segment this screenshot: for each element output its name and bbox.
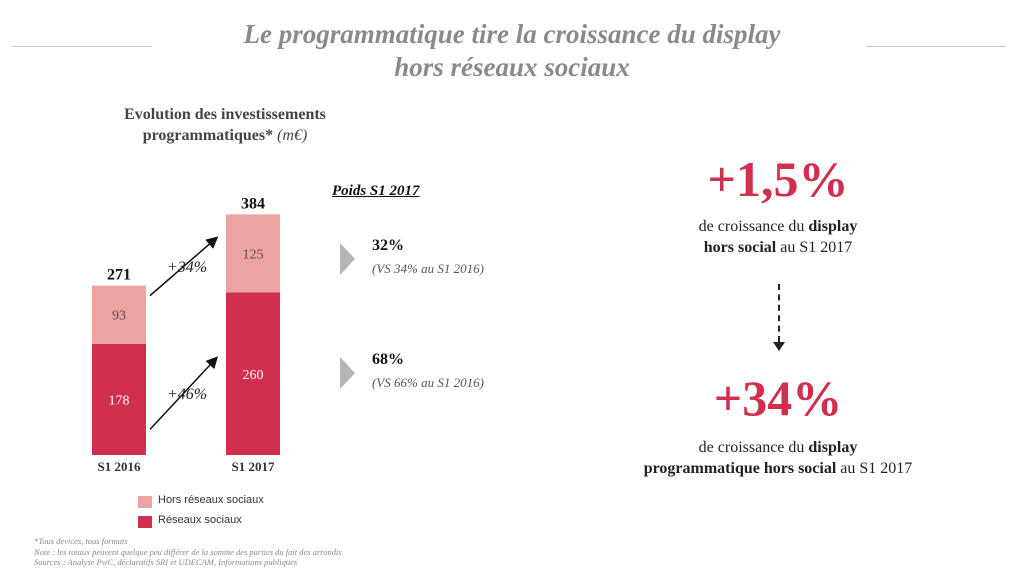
category-label: S1 2017 [232,459,275,474]
data-label: 93 [112,309,126,324]
title-rule-right [866,46,1006,47]
growth-label: +46% [167,386,207,403]
kpi-programmatic-growth: +34% [713,370,843,426]
poids-header: Poids S1 2017 [332,183,420,199]
triangle-icon [340,357,355,389]
kpi-desc-post: au S1 2017 [836,460,913,477]
kpi-desc-pre: de croissance du [698,218,809,235]
dashed-arrow-line [778,284,780,342]
triangle-icon [340,243,355,275]
share-pct: 68% [372,351,404,368]
footnotes: *Tous devices, tous formats Note : les t… [34,536,342,568]
page-title-line2: hors réseaux sociaux [394,52,630,82]
page-title-line1: Le programmatique tire la croissance du … [243,19,781,49]
growth-label: +34% [167,259,207,276]
total-label: 271 [107,267,131,284]
total-label: 384 [241,195,265,212]
kpi-desc-pre: de croissance du [698,439,809,456]
legend-swatch [138,496,152,508]
growth-arrow [149,236,219,297]
data-label: 260 [243,368,264,383]
footnote-line: Sources : Analyse PwC, déclaratifs SRI e… [34,557,298,567]
bar-segment [226,292,280,455]
legend-swatch [138,516,152,528]
bar-segment [226,214,280,293]
page-title: Le programmatique tire la croissance du … [150,18,874,84]
title-rule-left [12,46,152,47]
arrow-down-icon [773,342,785,351]
data-label: 125 [243,247,264,262]
chart-title-unit: (m€) [277,127,308,144]
footnote-line: *Tous devices, tous formats [34,536,128,546]
kpi-desc-bold: hors social [703,239,777,256]
legend-label: Réseaux sociaux [158,514,242,526]
chart-title: Evolution des investissements programmat… [70,104,380,146]
share-pct: 32% [372,237,404,254]
bar-segment [92,285,146,344]
kpi-desc-post: au S1 2017 [776,239,853,256]
kpi-display-growth-desc: de croissance du display hors social au … [628,216,928,258]
chart-title-main: Evolution des investissements programmat… [124,106,326,144]
growth-arrow [149,356,219,430]
kpi-desc-bold: programmatique hors social [643,460,837,477]
legend-label: Hors réseaux sociaux [158,494,264,506]
share-vs: (VS 34% au S1 2016) [372,261,484,276]
bar-segment [92,343,146,455]
kpi-desc-bold: display [808,439,858,456]
category-label: S1 2016 [98,459,141,474]
kpi-desc-bold: display [808,218,858,235]
footnote-line: Note : les totaux peuvent quelque peu di… [34,546,342,557]
data-label: 178 [109,393,130,408]
share-vs: (VS 66% au S1 2016) [372,375,484,390]
kpi-programmatic-growth-desc: de croissance du display programmatique … [628,437,928,479]
kpi-display-growth: +1,5% [707,151,849,207]
